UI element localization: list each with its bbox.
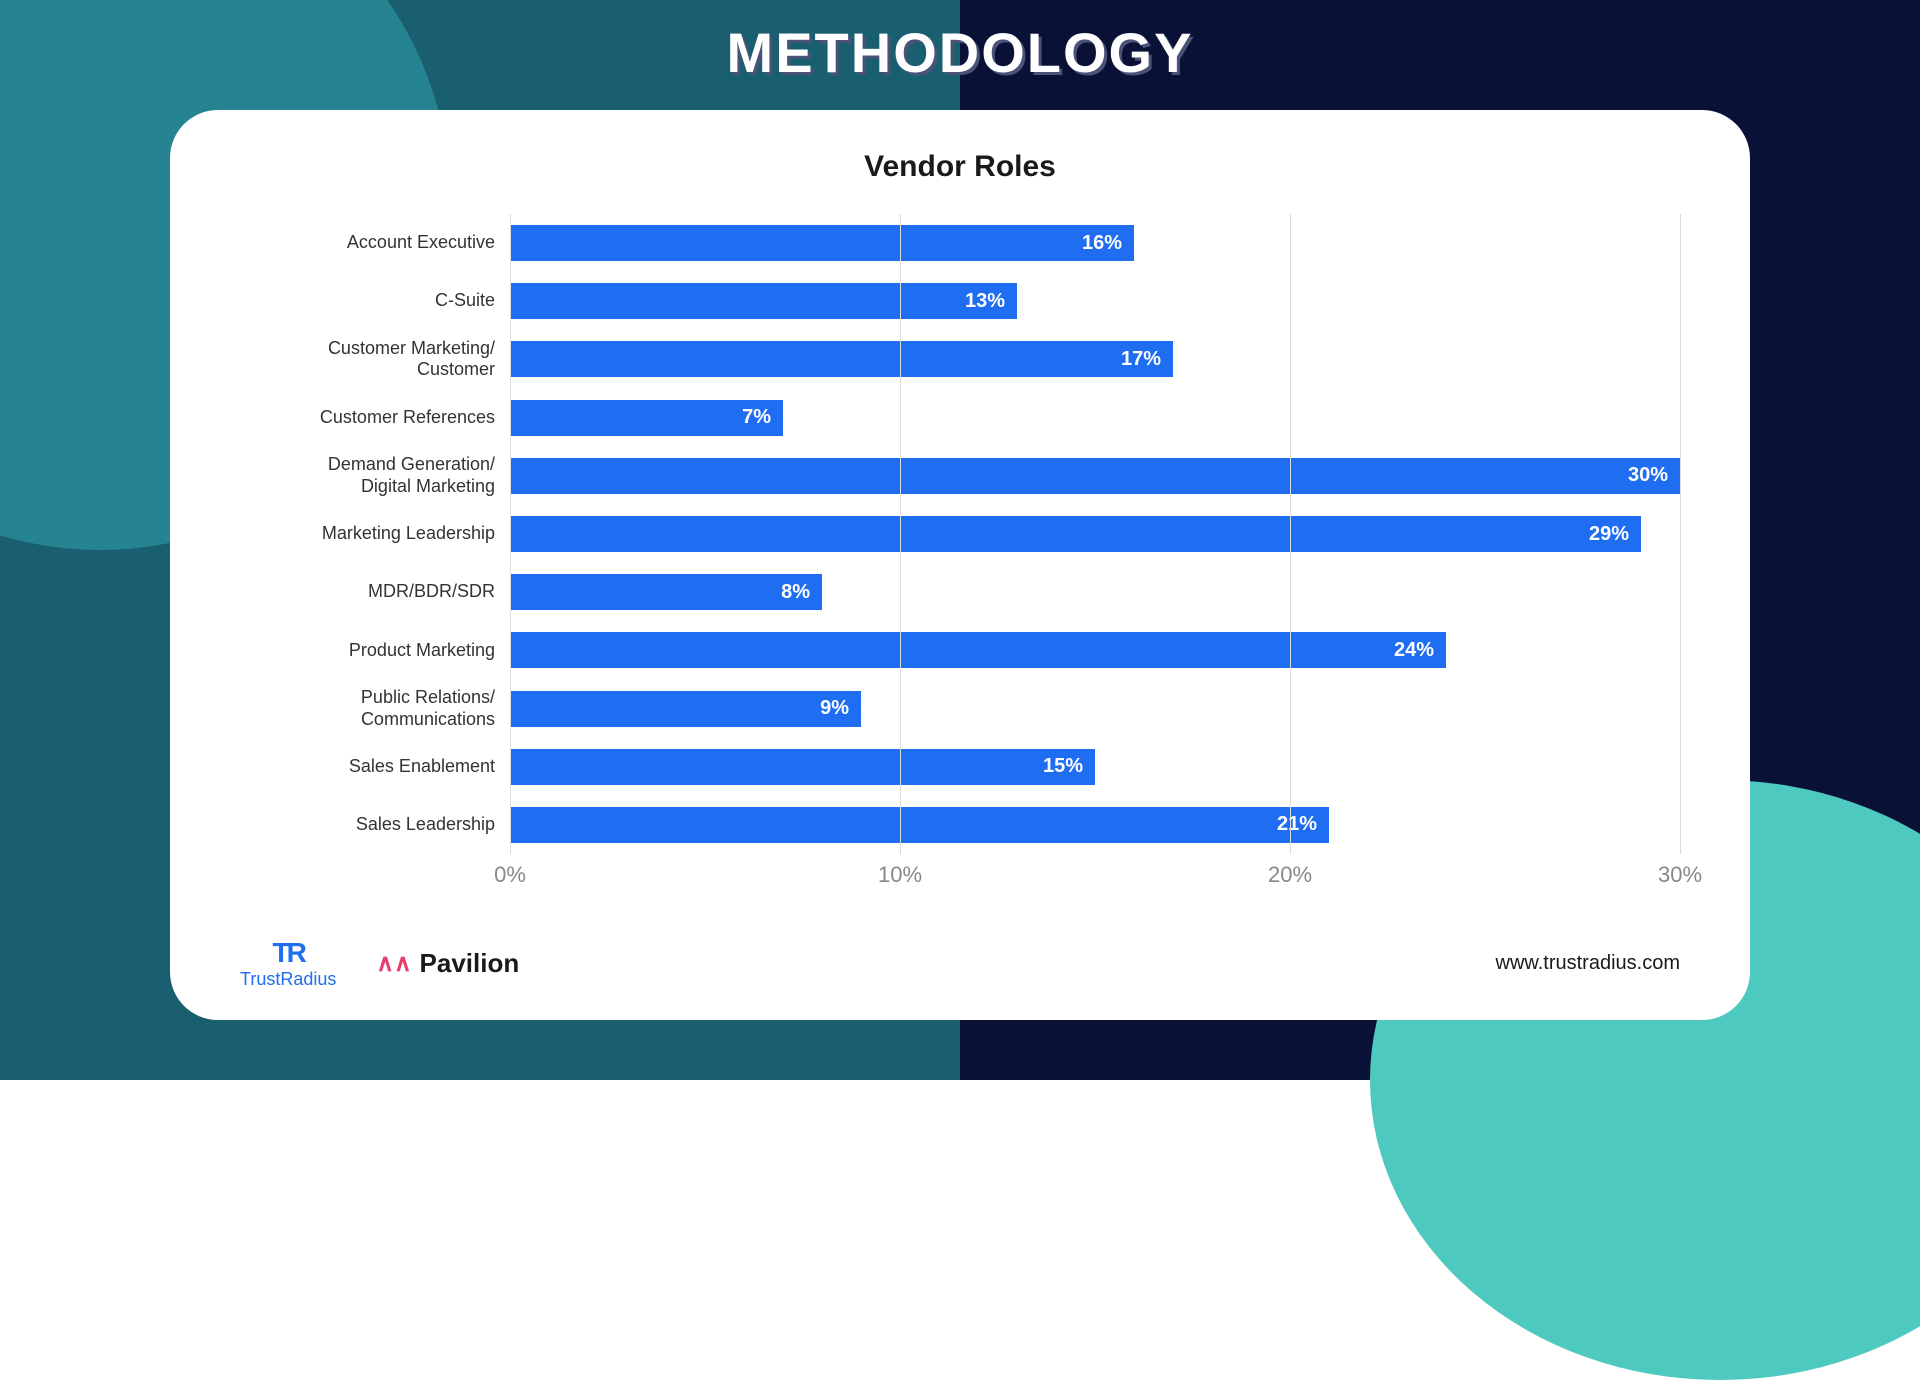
category-labels-column: Account ExecutiveC-SuiteCustomer Marketi… (240, 214, 510, 854)
bar: 21% (510, 807, 1329, 843)
x-axis-tick: 10% (878, 862, 922, 888)
x-axis-tick: 20% (1268, 862, 1312, 888)
bar-row: 29% (510, 505, 1680, 563)
bars-stack: 16% 13% 17% 7% 30% 29% 8% 24% 9% 15% 21% (510, 214, 1680, 854)
bar: 17% (510, 341, 1173, 377)
bar: 16% (510, 225, 1134, 261)
category-label: Sales Enablement (240, 738, 510, 796)
gridline (510, 214, 511, 854)
bar-row: 16% (510, 214, 1680, 272)
trustradius-text: TrustRadius (240, 969, 336, 990)
bar: 7% (510, 400, 783, 436)
bar: 15% (510, 749, 1095, 785)
trustradius-mark-icon: TR (273, 937, 304, 969)
gridline (1290, 214, 1291, 854)
bar-row: 30% (510, 447, 1680, 505)
x-axis-tick: 30% (1658, 862, 1702, 888)
bar-row: 7% (510, 389, 1680, 447)
pavilion-text: Pavilion (420, 948, 520, 979)
bar-row: 13% (510, 272, 1680, 330)
category-label: Customer Marketing/Customer (240, 330, 510, 388)
x-axis-tick: 0% (494, 862, 526, 888)
category-label: Account Executive (240, 214, 510, 272)
bar: 29% (510, 516, 1641, 552)
bar: 8% (510, 574, 822, 610)
gridline (900, 214, 901, 854)
bar-row: 8% (510, 563, 1680, 621)
category-label: Public Relations/Communications (240, 680, 510, 738)
bars-column: 16% 13% 17% 7% 30% 29% 8% 24% 9% 15% 21% (510, 214, 1680, 854)
card-footer: TR TrustRadius ∧∧ Pavilion www.trustradi… (240, 937, 1680, 990)
bar: 13% (510, 283, 1017, 319)
category-label: Customer References (240, 389, 510, 447)
bar: 30% (510, 458, 1680, 494)
chart-card: Vendor Roles Account ExecutiveC-SuiteCus… (170, 110, 1750, 1020)
category-label: MDR/BDR/SDR (240, 563, 510, 621)
category-label: Demand Generation/Digital Marketing (240, 447, 510, 505)
x-axis-ticks: 0%10%20%30% (510, 862, 1680, 892)
bar: 9% (510, 691, 861, 727)
chart-title: Vendor Roles (240, 150, 1680, 184)
bar-row: 21% (510, 796, 1680, 854)
bar-row: 17% (510, 330, 1680, 388)
category-label: Sales Leadership (240, 796, 510, 854)
page-title: METHODOLOGY (727, 20, 1194, 85)
category-label: Marketing Leadership (240, 505, 510, 563)
pavilion-logo: ∧∧ Pavilion (376, 948, 519, 979)
x-axis-row: 0%10%20%30% (240, 862, 1680, 892)
category-label: C-Suite (240, 272, 510, 330)
footer-url: www.trustradius.com (1496, 952, 1681, 975)
category-label: Product Marketing (240, 621, 510, 679)
bar-row: 15% (510, 738, 1680, 796)
trustradius-logo: TR TrustRadius (240, 937, 336, 990)
bar: 24% (510, 632, 1446, 668)
chart-area: Account ExecutiveC-SuiteCustomer Marketi… (240, 214, 1680, 854)
gridline (1680, 214, 1681, 854)
bar-row: 24% (510, 621, 1680, 679)
bar-row: 9% (510, 680, 1680, 738)
logos-group: TR TrustRadius ∧∧ Pavilion (240, 937, 519, 990)
pavilion-mark-icon: ∧∧ (376, 949, 411, 978)
